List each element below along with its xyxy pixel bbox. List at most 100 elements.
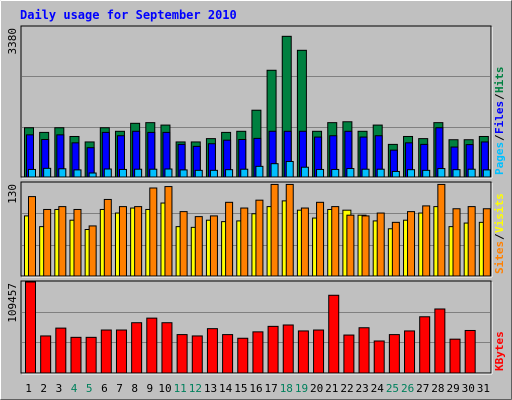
bar-kbytes-day-2: [40, 335, 52, 374]
bar-kbytes-day-7: [115, 329, 127, 374]
bar-pages-day-2: [43, 167, 52, 178]
legend-kbytes: KBytes: [493, 331, 506, 371]
bar-kbytes-day-26: [404, 330, 416, 374]
bar-sites-day-7: [118, 206, 127, 277]
bar-kbytes-day-5: [85, 336, 97, 374]
bar-kbytes-day-12: [191, 335, 203, 374]
bar-sites-day-28: [437, 183, 446, 277]
bar-pages-day-31: [482, 169, 491, 178]
bar-kbytes-day-13: [206, 328, 218, 374]
bar-pages-day-9: [149, 168, 158, 178]
bar-kbytes-day-19: [297, 330, 309, 374]
bar-sites-day-1: [28, 196, 36, 277]
day-label-2: 2: [40, 382, 47, 395]
bar-kbytes-day-25: [388, 334, 400, 374]
bar-pages-day-28: [437, 168, 446, 178]
day-label-5: 5: [86, 382, 93, 395]
visits-sites-panel: 130 Sites/Visits: [6, 181, 506, 278]
bar-kbytes-day-21: [328, 294, 340, 374]
day-label-30: 30: [462, 382, 475, 395]
bar-sites-day-25: [391, 221, 400, 277]
day-label-31: 31: [477, 382, 490, 395]
bar-sites-day-3: [58, 206, 67, 277]
bar-pages-day-27: [422, 169, 431, 178]
bar-pages-day-3: [58, 168, 67, 178]
day-label-11: 11: [174, 382, 187, 395]
bar-sites-day-17: [270, 183, 279, 277]
y-axis-max-label: 3380: [6, 28, 19, 55]
bars: [24, 35, 491, 178]
bar-pages-day-13: [209, 169, 218, 178]
bar-kbytes-day-23: [358, 327, 370, 374]
bar-pages-day-6: [103, 168, 112, 178]
bar-sites-day-22: [346, 214, 355, 277]
bar-pages-day-10: [164, 168, 173, 178]
day-label-6: 6: [101, 382, 108, 395]
day-label-14: 14: [219, 382, 233, 395]
bar-kbytes-day-30: [464, 329, 476, 374]
legend-separator: /: [493, 233, 506, 240]
bar-sites-day-31: [482, 208, 491, 277]
legend: Sites/Visits: [493, 193, 506, 274]
bar-pages-day-30: [467, 168, 476, 178]
day-label-9: 9: [147, 382, 154, 395]
bar-sites-day-29: [452, 208, 461, 277]
bar-kbytes-day-29: [449, 338, 461, 374]
bar-kbytes-day-14: [222, 334, 234, 374]
bar-kbytes-day-11: [176, 334, 188, 374]
bar-pages-day-24: [376, 168, 385, 178]
bar-pages-day-7: [118, 168, 127, 178]
bar-pages-day-22: [346, 168, 355, 178]
y-axis-max-label: 130: [6, 184, 19, 204]
day-label-23: 23: [356, 382, 369, 395]
bar-sites-day-14: [225, 201, 234, 277]
bar-pages-day-26: [407, 169, 416, 178]
bar-sites-day-11: [179, 211, 188, 277]
legend-separator: /: [493, 93, 506, 100]
bar-pages-day-1: [28, 168, 36, 178]
bar-sites-day-20: [316, 201, 325, 277]
day-label-22: 22: [340, 382, 353, 395]
bar-kbytes-day-16: [252, 331, 264, 374]
bar-pages-day-4: [73, 169, 82, 178]
bar-sites-day-5: [88, 225, 97, 277]
legend: KBytes: [493, 331, 506, 371]
bar-sites-day-15: [240, 207, 249, 277]
bar-sites-day-13: [209, 215, 218, 277]
legend-hits: Hits: [493, 67, 506, 94]
day-label-4: 4: [71, 382, 78, 395]
day-label-28: 28: [431, 382, 444, 395]
bar-kbytes-day-24: [373, 340, 385, 374]
legend-sites: Sites: [493, 241, 506, 274]
day-label-16: 16: [249, 382, 262, 395]
bar-kbytes-day-27: [419, 316, 431, 374]
bar-kbytes-day-17: [267, 325, 279, 374]
legend-visits: Visits: [493, 193, 506, 233]
bar-sites-day-6: [103, 198, 112, 277]
bar-sites-day-23: [361, 215, 370, 277]
bars: [25, 281, 476, 374]
bar-pages-day-20: [316, 168, 325, 178]
bar-sites-day-30: [467, 206, 476, 277]
bar-pages-day-15: [240, 168, 249, 178]
bar-kbytes-day-20: [313, 329, 325, 374]
day-label-3: 3: [56, 382, 63, 395]
bar-sites-day-27: [422, 205, 431, 277]
day-label-27: 27: [416, 382, 429, 395]
bar-sites-day-8: [134, 206, 143, 277]
bar-kbytes-day-22: [343, 334, 355, 374]
bar-sites-day-12: [194, 216, 203, 277]
bar-kbytes-day-3: [55, 327, 67, 374]
bar-pages-day-29: [452, 169, 461, 178]
day-label-7: 7: [116, 382, 123, 395]
day-label-12: 12: [189, 382, 202, 395]
bar-pages-day-11: [179, 169, 188, 178]
day-label-18: 18: [280, 382, 293, 395]
day-label-26: 26: [401, 382, 414, 395]
day-label-24: 24: [371, 382, 385, 395]
bar-sites-day-10: [164, 186, 173, 277]
bar-pages-day-14: [225, 169, 234, 178]
bar-pages-day-8: [134, 168, 143, 178]
